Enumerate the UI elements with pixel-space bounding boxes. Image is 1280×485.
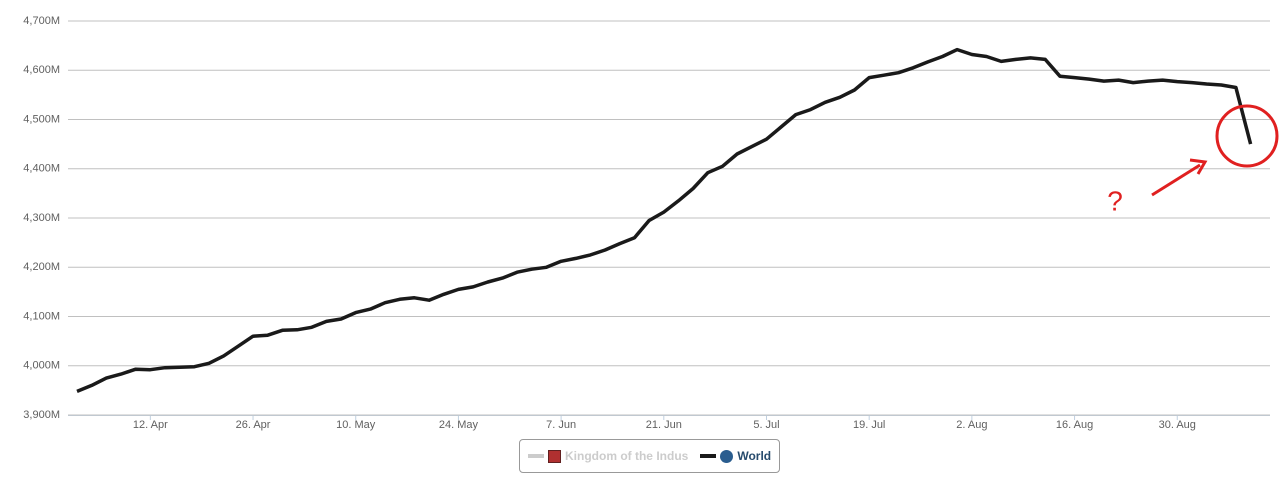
x-tick-label: 10. May (336, 419, 376, 431)
x-tick-label: 26. Apr (236, 419, 271, 431)
highlight-circle (1215, 104, 1279, 168)
y-tick-label: 4,000M (23, 360, 60, 372)
legend-item[interactable]: Kingdom of the Indus (528, 449, 688, 463)
series-line (76, 47, 1253, 394)
legend-swatch (700, 454, 717, 458)
arrow-head (1189, 158, 1208, 175)
y-tick-label: 4,300M (23, 212, 60, 224)
x-tick-label: 2. Aug (956, 419, 987, 431)
y-tick-label: 4,200M (23, 261, 60, 273)
y-tick-label: 4,100M (23, 310, 60, 322)
legend-swatch (528, 454, 544, 458)
legend-item[interactable]: World (700, 449, 771, 463)
chart: 30. Aug 16. Aug 2. Aug 19. Jul 5. Jul 21. Jun… (23, 15, 1279, 431)
x-tick-label: 19. Jul (853, 419, 885, 431)
y-tick-label: 3,900M (23, 409, 60, 421)
x-tick-label: 7. Jun (546, 419, 576, 431)
x-tick-label: 21. Jun (646, 419, 682, 431)
x-tick-label: 5. Jul (753, 419, 779, 431)
legend-label: Kingdom of the Indus (565, 449, 689, 463)
y-tick-label: 4,600M (23, 64, 60, 76)
legend-icon (548, 449, 561, 463)
annotation-text: ? (1107, 185, 1123, 216)
legend-label: World (737, 449, 772, 463)
x-tick-label: 30. Aug (1159, 419, 1196, 431)
legend-icon (720, 449, 734, 463)
x-tick-label: 24. May (439, 419, 479, 431)
y-tick-label: 4,700M (23, 15, 60, 27)
x-tick-label: 16. Aug (1056, 419, 1093, 431)
x-tick-label: 12. Apr (133, 419, 168, 431)
y-tick-label: 4,500M (23, 113, 60, 125)
y-tick-label: 4,400M (23, 163, 60, 175)
legend: Kingdom of the Indus World (519, 439, 781, 473)
annotation-arrow (1151, 163, 1201, 197)
